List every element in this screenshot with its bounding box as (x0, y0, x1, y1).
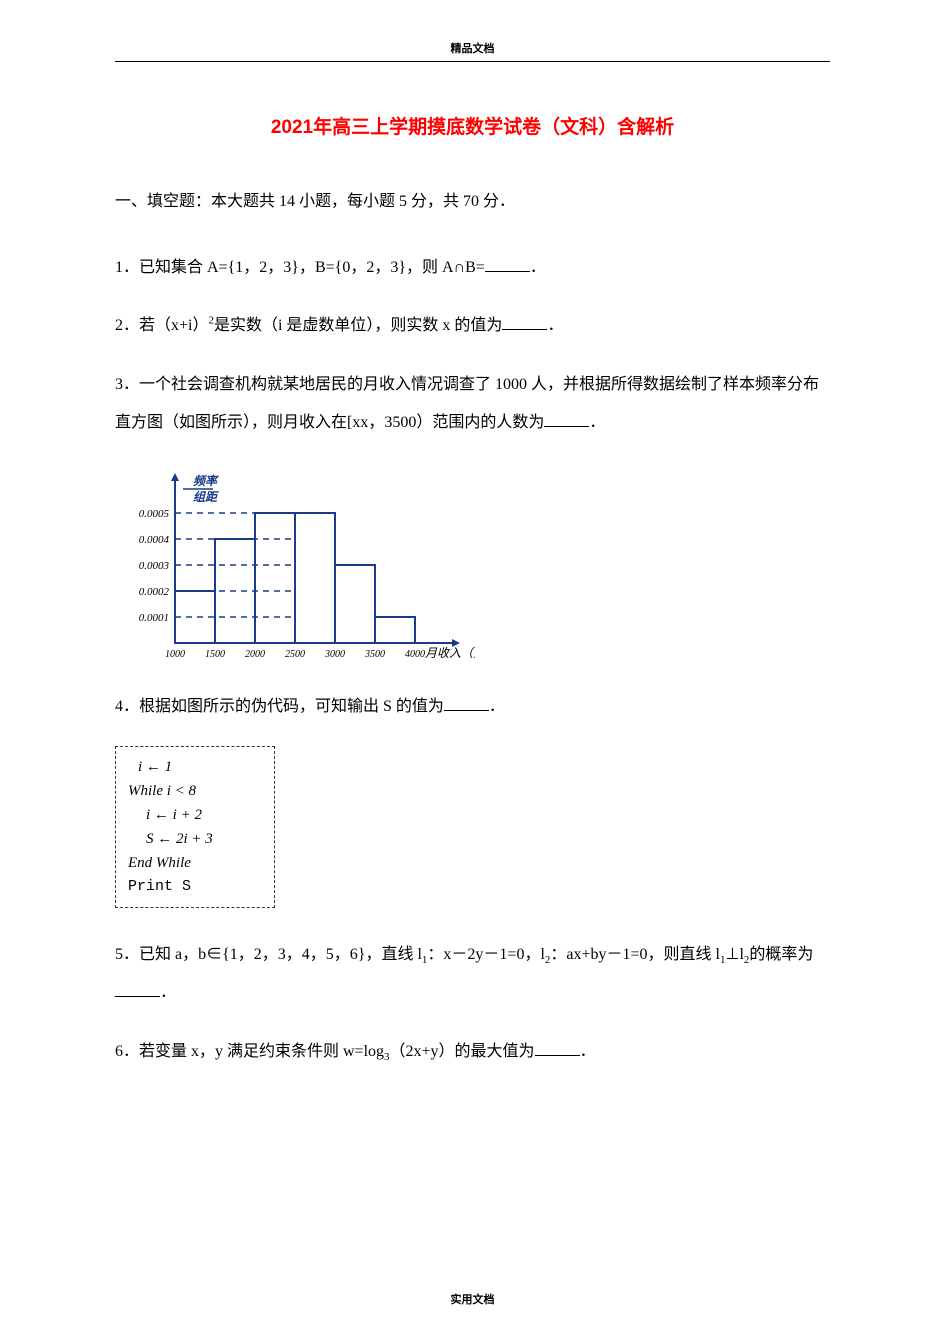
question-1: 1．已知集合 A={1，2，3}，B={0，2，3}，则 A∩B= ． (115, 249, 830, 287)
question-6: 6．若变量 x，y 满足约束条件则 w=log3（2x+y）的最大值为． (115, 1033, 830, 1071)
svg-text:0.0002: 0.0002 (139, 586, 170, 598)
histogram-chart: 频率组距 0.0001 0.0002 0.0003 0.0004 0.0005 1000 15… (115, 463, 830, 678)
svg-text:月收入（元）: 月收入（元） (425, 646, 475, 660)
header-rule (115, 61, 830, 62)
q5-text-e: 的概率为 (749, 946, 813, 963)
header-label: 精品文档 (115, 40, 830, 56)
blank (115, 981, 160, 997)
q5-text-c: ：ax+by－1=0，则直线 l (550, 946, 720, 963)
q5-text-b: ：x－2y－1=0，l (427, 946, 544, 963)
q4-text-b: ． (489, 698, 505, 715)
question-4: 4．根据如图所示的伪代码，可知输出 S 的值为 ． (115, 688, 830, 726)
q3-text-a: 3．一个社会调查机构就某地居民的月收入情况调查了 1000 人，并根据所得数据绘… (115, 376, 819, 431)
svg-text:0.0005: 0.0005 (139, 508, 170, 520)
q1-text-a: 1．已知集合 A={1，2，3}，B={0，2，3}，则 A∩B= (115, 259, 485, 276)
code-line-6: Print S (128, 875, 262, 899)
svg-text:频率: 频率 (193, 474, 219, 488)
svg-text:2000: 2000 (245, 649, 265, 660)
svg-text:1000: 1000 (165, 649, 185, 660)
q3-text-b: ． (589, 414, 605, 431)
q6-text-c: ． (580, 1043, 596, 1060)
svg-text:3000: 3000 (324, 649, 345, 660)
q5-text-d: ⊥l (726, 946, 744, 963)
q6-text-a: 6．若变量 x，y 满足约束条件则 w=log (115, 1043, 384, 1060)
q6-text-b: （2x+y）的最大值为 (390, 1043, 535, 1060)
svg-text:0.0001: 0.0001 (139, 612, 169, 624)
footer-label: 实用文档 (0, 1291, 945, 1307)
q4-text-a: 4．根据如图所示的伪代码，可知输出 S 的值为 (115, 698, 444, 715)
q1-text-b: ． (530, 259, 546, 276)
question-3: 3．一个社会调查机构就某地居民的月收入情况调查了 1000 人，并根据所得数据绘… (115, 366, 830, 443)
svg-text:3500: 3500 (364, 649, 385, 660)
q2-text-c: ． (547, 317, 563, 334)
code-line-4: S ← 2i + 3 (128, 827, 262, 851)
question-2: 2．若（x+i）2是实数（i 是虚数单位），则实数 x 的值为． (115, 307, 830, 345)
q2-text-b: 是实数（i 是虚数单位），则实数 x 的值为 (214, 317, 502, 334)
blank (485, 256, 530, 272)
code-line-2: While i < 8 (128, 779, 262, 803)
pseudocode-box: i ← 1 While i < 8 i ← i + 2 S ← 2i + 3 E… (115, 746, 275, 908)
svg-text:0.0004: 0.0004 (139, 534, 170, 546)
blank (535, 1040, 580, 1056)
q5-text-a: 5．已知 a，b∈{1，2，3，4，5，6}，直线 l (115, 946, 422, 963)
section-header: 一、填空题：本大题共 14 小题，每小题 5 分，共 70 分． (115, 187, 830, 211)
code-line-1: i ← 1 (128, 755, 262, 779)
blank (444, 695, 489, 711)
svg-text:2500: 2500 (285, 649, 305, 660)
q2-text-a: 2．若（x+i） (115, 317, 208, 334)
svg-text:组距: 组距 (193, 490, 219, 504)
blank (544, 411, 589, 427)
blank (502, 314, 547, 330)
q5-text-f: ． (160, 984, 176, 1001)
code-line-3: i ← i + 2 (128, 803, 262, 827)
svg-text:0.0003: 0.0003 (139, 560, 170, 572)
page-title: 2021年高三上学期摸底数学试卷（文科）含解析 (115, 112, 830, 139)
svg-text:4000: 4000 (405, 649, 425, 660)
code-line-5: End While (128, 851, 262, 875)
svg-text:1500: 1500 (205, 649, 225, 660)
question-5: 5．已知 a，b∈{1，2，3，4，5，6}，直线 l1：x－2y－1=0，l2… (115, 936, 830, 1013)
